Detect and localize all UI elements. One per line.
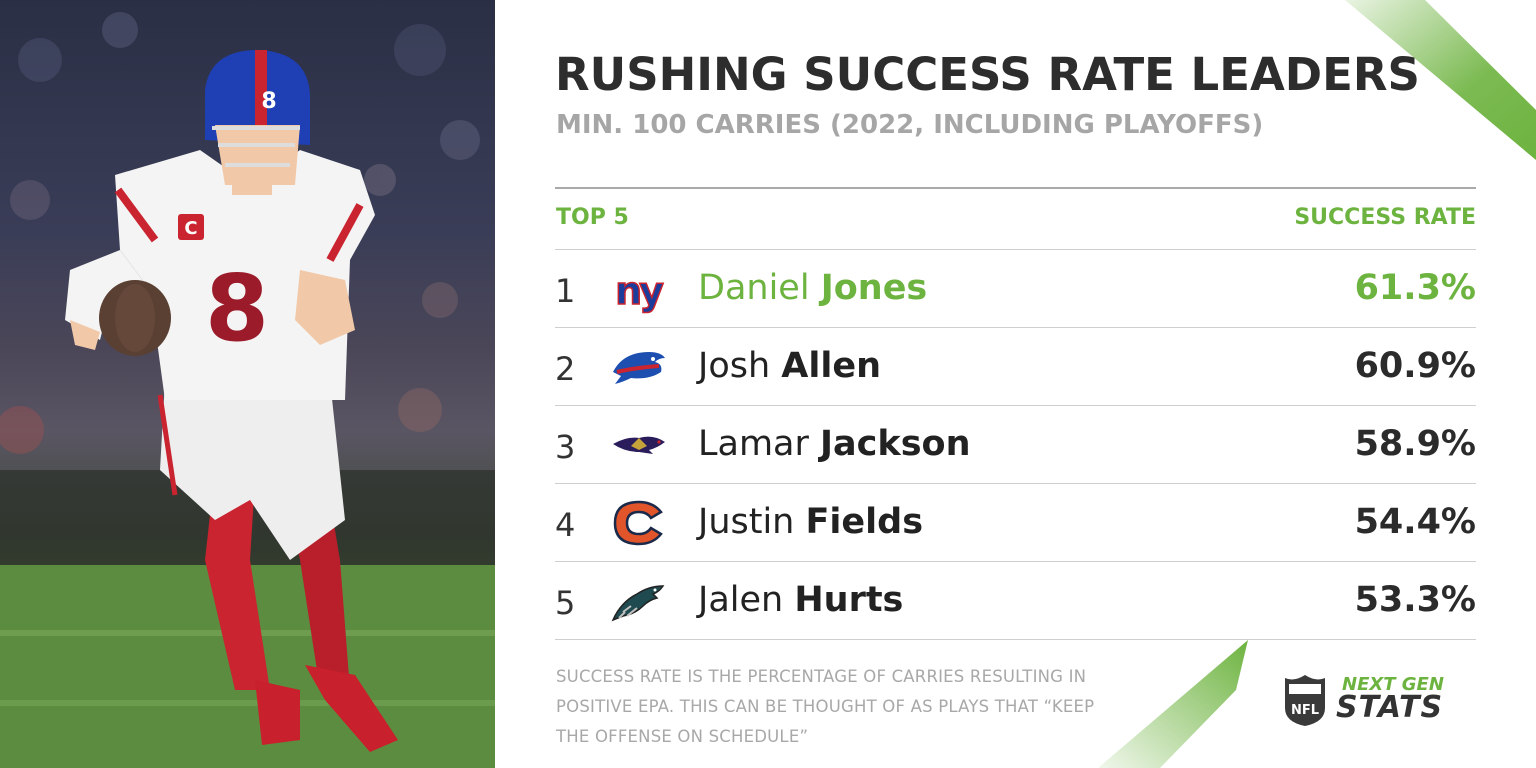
jersey-number: 8 bbox=[205, 255, 269, 362]
player-name: Josh Allen bbox=[698, 346, 882, 386]
bears-logo-icon bbox=[613, 500, 663, 546]
player-name: Jalen Hurts bbox=[698, 580, 904, 620]
player-name: Lamar Jackson bbox=[698, 424, 971, 464]
eagles-logo-icon bbox=[611, 585, 665, 622]
row-divider bbox=[555, 327, 1476, 328]
table-row: 5 Jalen Hurts 53.3% bbox=[555, 562, 1476, 640]
row-divider bbox=[555, 483, 1476, 484]
table-row: 1 ny Daniel Jones 61.3% bbox=[555, 250, 1476, 328]
ravens-logo-icon bbox=[613, 436, 665, 454]
success-rate-value: 61.3% bbox=[1354, 268, 1476, 308]
rank-number: 3 bbox=[555, 428, 576, 466]
success-rate-value: 60.9% bbox=[1354, 346, 1476, 386]
row-divider bbox=[555, 639, 1476, 640]
row-divider bbox=[555, 561, 1476, 562]
row-divider bbox=[555, 405, 1476, 406]
player-name: Daniel Jones bbox=[698, 268, 928, 308]
player-name: Justin Fields bbox=[698, 502, 924, 542]
nfl-shield-icon: NFL bbox=[1285, 675, 1325, 726]
page-title: RUSHING SUCCESS RATE LEADERS bbox=[555, 48, 1420, 101]
player-illustration: 8 C 8 bbox=[0, 12, 495, 768]
rank-number: 1 bbox=[555, 272, 576, 310]
rank-number: 5 bbox=[555, 584, 576, 622]
rank-number: 4 bbox=[555, 506, 576, 544]
footnote: SUCCESS RATE IS THE PERCENTAGE OF CARRIE… bbox=[556, 667, 1095, 746]
brand-line-2: STATS bbox=[1336, 690, 1444, 725]
header-divider bbox=[555, 187, 1476, 189]
table-row: 2 Josh Allen 60.9% bbox=[555, 328, 1476, 406]
svg-text:8: 8 bbox=[261, 89, 276, 114]
success-rate-value: 53.3% bbox=[1354, 580, 1476, 620]
bills-logo-icon bbox=[613, 352, 665, 384]
page-subtitle: MIN. 100 CARRIES (2022, INCLUDING PLAYOF… bbox=[556, 110, 1264, 140]
rank-number: 2 bbox=[555, 350, 576, 388]
giants-logo-icon: ny bbox=[614, 268, 667, 314]
svg-text:NFL: NFL bbox=[1291, 703, 1319, 718]
table-row: 4 Justin Fields 54.4% bbox=[555, 484, 1476, 562]
success-rate-value: 54.4% bbox=[1354, 502, 1476, 542]
row-divider bbox=[555, 249, 1476, 250]
svg-text:ny: ny bbox=[615, 269, 664, 313]
table-row: 3 Lamar Jackson 58.9% bbox=[555, 406, 1476, 484]
brand-line-1: NEXT GEN bbox=[1342, 674, 1444, 695]
next-gen-stats-logo: NFL NEXT GEN STATS bbox=[1282, 672, 1482, 730]
player-photo: 8 C 8 bbox=[0, 0, 495, 768]
column-header-rank: TOP 5 bbox=[556, 205, 629, 230]
success-rate-value: 58.9% bbox=[1354, 424, 1476, 464]
column-header-success-rate: SUCCESS RATE bbox=[1294, 205, 1476, 230]
captain-patch: C bbox=[184, 218, 197, 239]
